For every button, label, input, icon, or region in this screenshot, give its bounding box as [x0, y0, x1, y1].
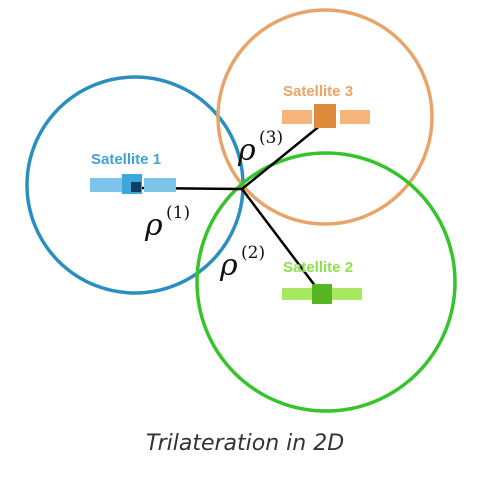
range-2-symbol: ρ	[219, 248, 238, 283]
satellite-2-range-circle	[195, 151, 457, 413]
satellite-1-panel-left	[90, 178, 122, 192]
range-label-3: ρ (3)	[237, 128, 283, 168]
range-line-2	[240, 187, 324, 297]
range-3-index: (3)	[259, 128, 283, 148]
range-label-1: ρ (1)	[144, 203, 190, 243]
satellite-3-label: Satellite 3	[283, 83, 353, 100]
diagram-caption: Trilateration in 2D	[146, 431, 344, 456]
satellite-3-body-icon	[314, 104, 336, 128]
range-1-symbol: ρ	[144, 208, 163, 243]
satellite-2-panel-left	[282, 288, 312, 300]
satellite-1-panel-right	[144, 178, 176, 192]
range-3-symbol: ρ	[237, 133, 256, 168]
satellite-2-panel-right	[332, 288, 362, 300]
satellite-2-label: Satellite 2	[283, 259, 353, 276]
range-1-index: (1)	[166, 203, 190, 223]
satellite-3-range-circle	[216, 8, 434, 226]
satellite-3-panel-left	[282, 110, 312, 124]
range-2-index: (2)	[241, 243, 265, 263]
satellite-3-panel-right	[340, 110, 370, 124]
satellite-3: Satellite 3	[282, 83, 370, 128]
satellite-1-label: Satellite 1	[91, 151, 161, 168]
satellite-1: Satellite 1	[90, 151, 176, 194]
range-label-2: ρ (2)	[219, 243, 265, 283]
satellite-2-body-icon	[312, 284, 332, 304]
range-line-3	[240, 118, 329, 191]
satellite-2: Satellite 2	[282, 259, 362, 304]
satellite-1-center	[131, 182, 141, 192]
